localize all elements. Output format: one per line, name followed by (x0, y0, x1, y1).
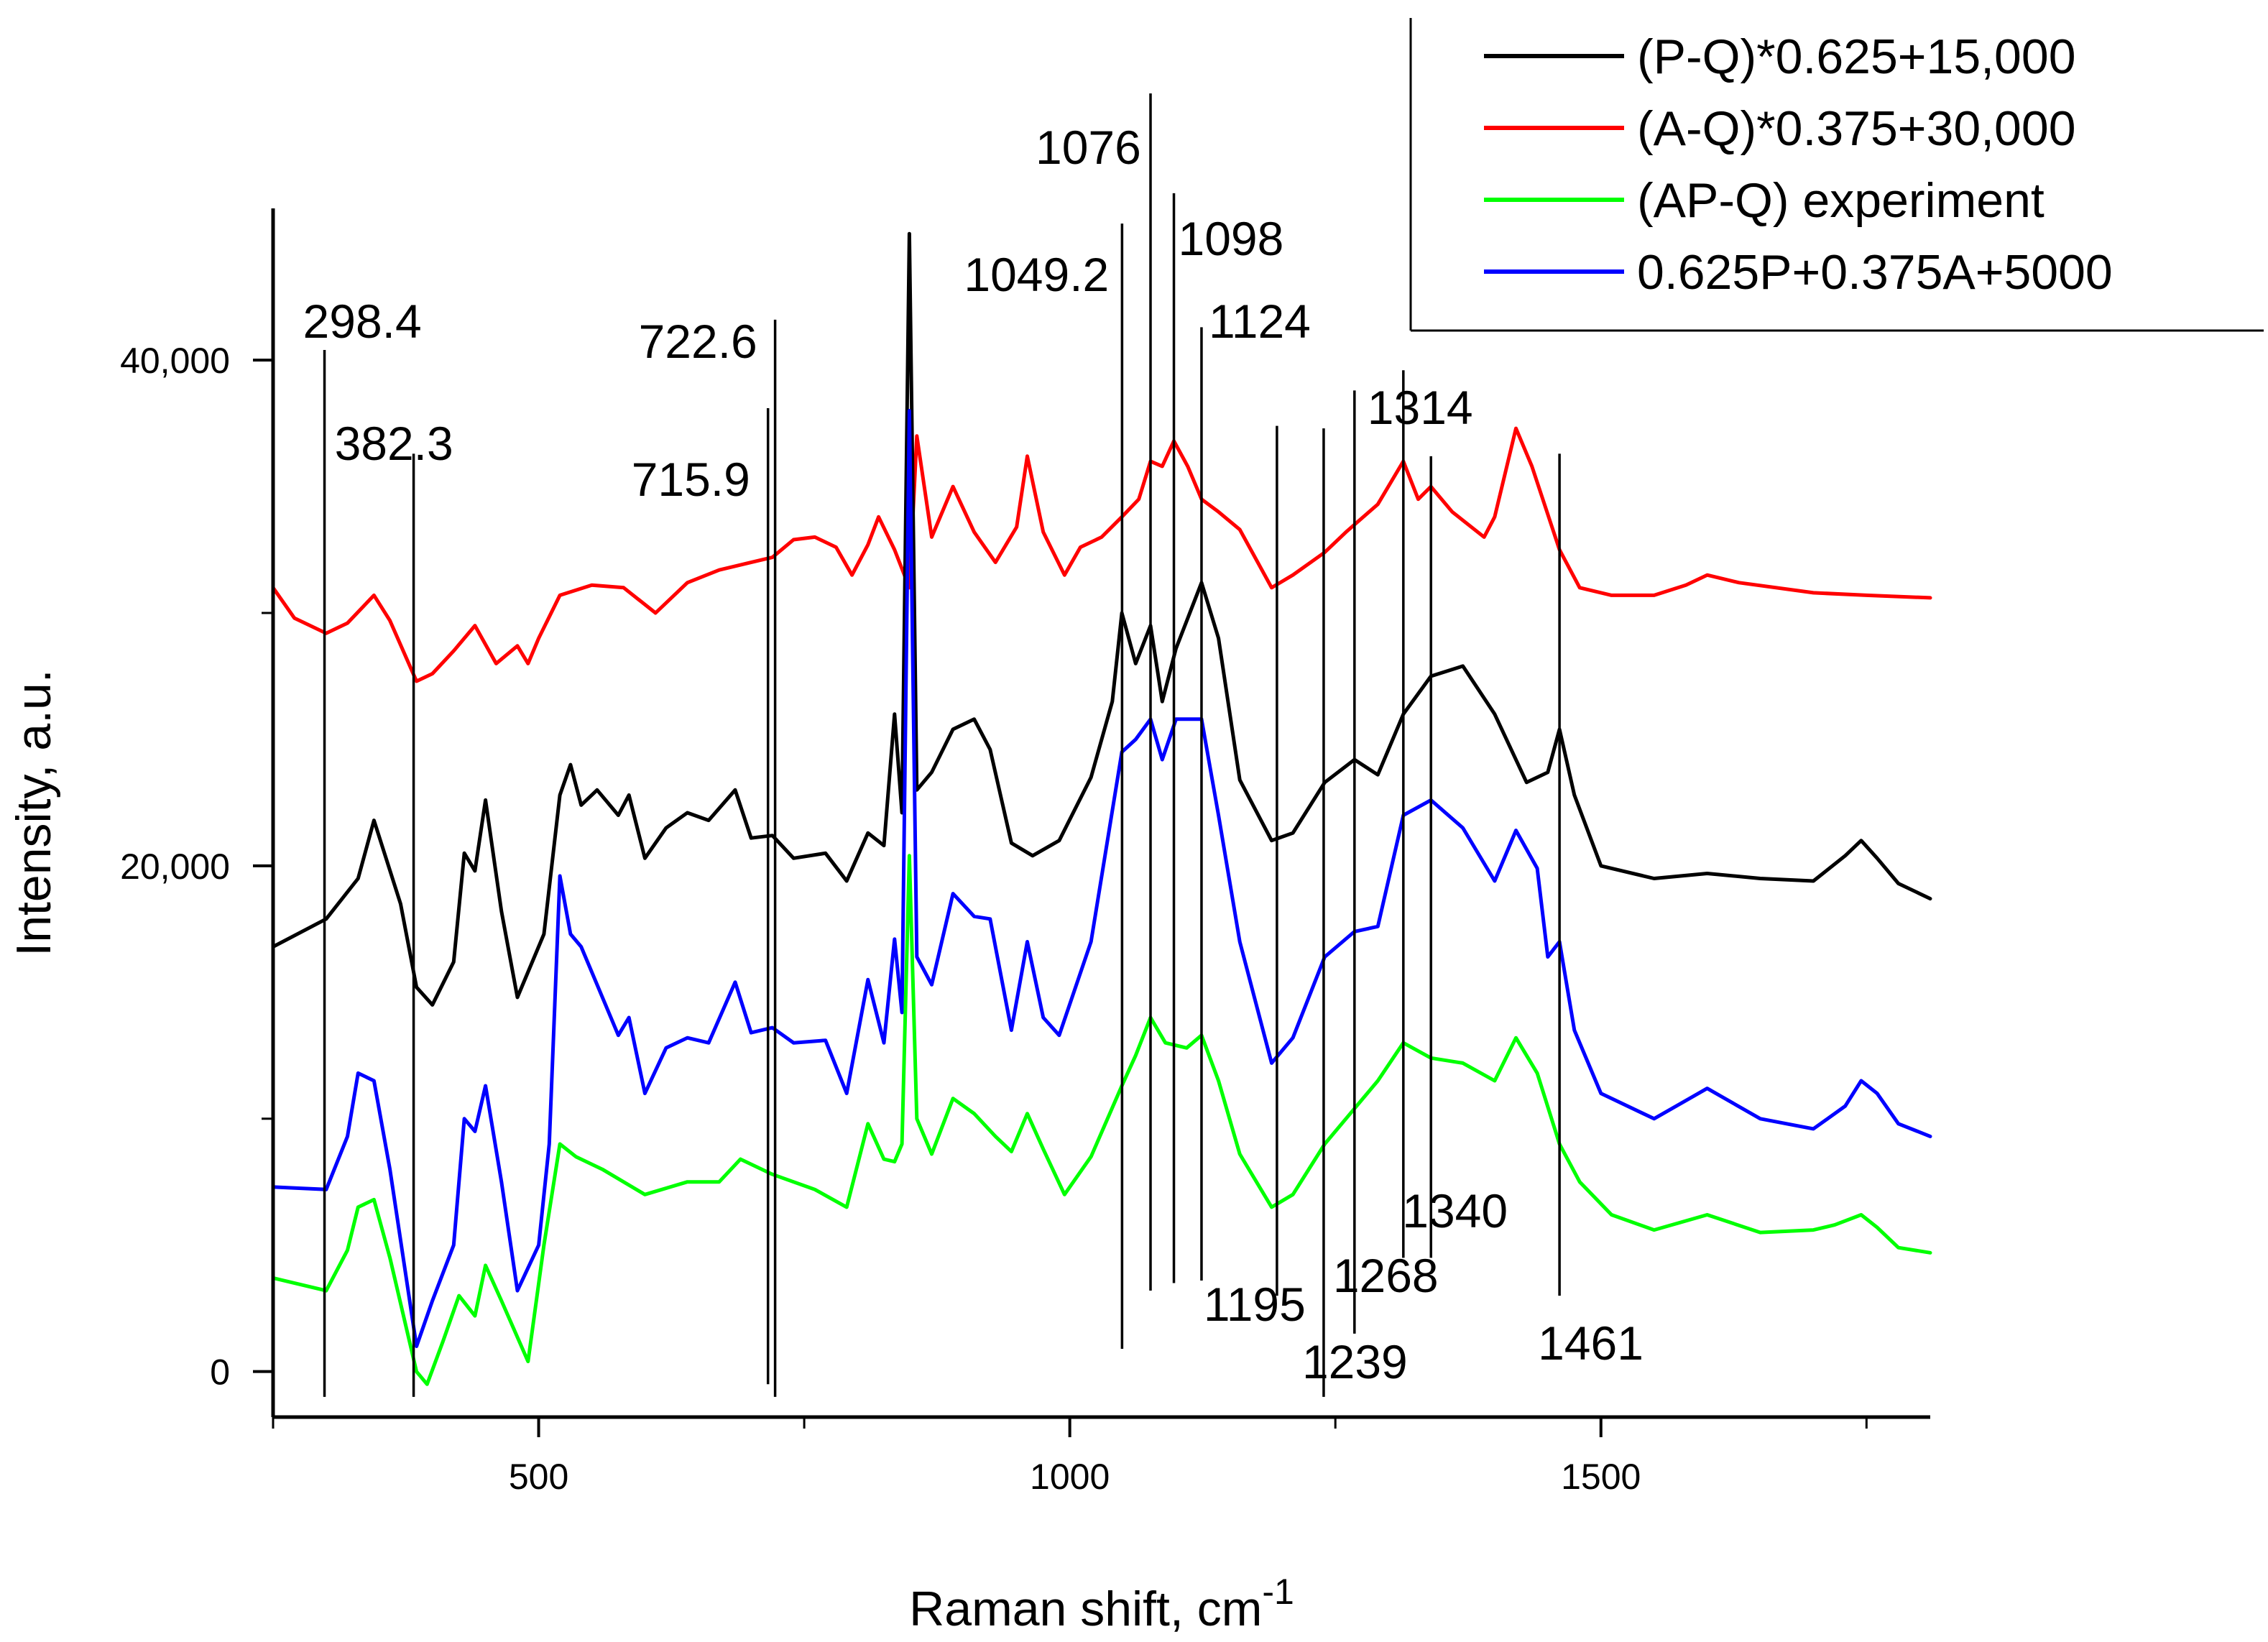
annotation-label-7: 1124 (1209, 295, 1311, 348)
legend-label-0: (P-Q)*0.625+15,000 (1637, 29, 2076, 84)
annotation-label-3: 722.6 (639, 315, 757, 368)
annotation-label-6: 1098 (1179, 212, 1284, 265)
series-line-0 (271, 231, 1932, 1007)
annotation-label-10: 1268 (1333, 1249, 1439, 1302)
legend-label-3: 0.625P+0.375A+5000 (1637, 245, 2113, 300)
annotation-label-0: 298.4 (303, 295, 422, 348)
series-line-3 (271, 409, 1932, 1348)
x-axis-title-text: Raman shift, cm (909, 1582, 1262, 1636)
y-axis-title: Intensity, a.u. (6, 669, 61, 956)
series-line-2 (271, 854, 1932, 1386)
series-layer (271, 231, 1932, 1386)
annotation-label-1: 382.3 (335, 417, 453, 470)
series-line-1 (271, 426, 1932, 683)
x-tick-label-2: 1500 (1561, 1457, 1641, 1497)
annotation-label-9: 1239 (1302, 1335, 1408, 1388)
y-tick-label-0: 0 (210, 1352, 230, 1393)
x-tick-label-1: 1000 (1030, 1457, 1110, 1497)
annotation-label-11: 1314 (1368, 381, 1473, 434)
axes-layer: 500 1000 1500 0 20,000 40,000 Raman shift, cm-… (6, 208, 1930, 1636)
annotation-layer: 298.4 382.3 715.9 722.6 1049.2 1076 1098 1124 11… (303, 93, 1644, 1397)
x-axis-title: Raman shift, cm-1 (909, 1572, 1294, 1636)
annotation-label-12: 1340 (1402, 1184, 1508, 1237)
annotation-label-5: 1076 (1036, 121, 1141, 174)
annotation-label-8: 1195 (1204, 1278, 1306, 1331)
x-tick-label-0: 500 (509, 1457, 568, 1497)
legend: (P-Q)*0.625+15,000 (A-Q)*0.375+30,000 (AP-… (1409, 18, 2264, 332)
legend-label-1: (A-Q)*0.375+30,000 (1637, 101, 2076, 156)
annotation-label-4: 1049.2 (964, 248, 1109, 301)
y-tick-label-1: 20,000 (120, 847, 230, 887)
y-tick-label-2: 40,000 (120, 341, 230, 381)
annotation-label-2: 715.9 (632, 453, 750, 506)
x-axis-title-superscript: -1 (1262, 1572, 1294, 1612)
annotation-label-13: 1461 (1538, 1316, 1644, 1370)
legend-label-2: (AP-Q) experiment (1637, 173, 2045, 228)
